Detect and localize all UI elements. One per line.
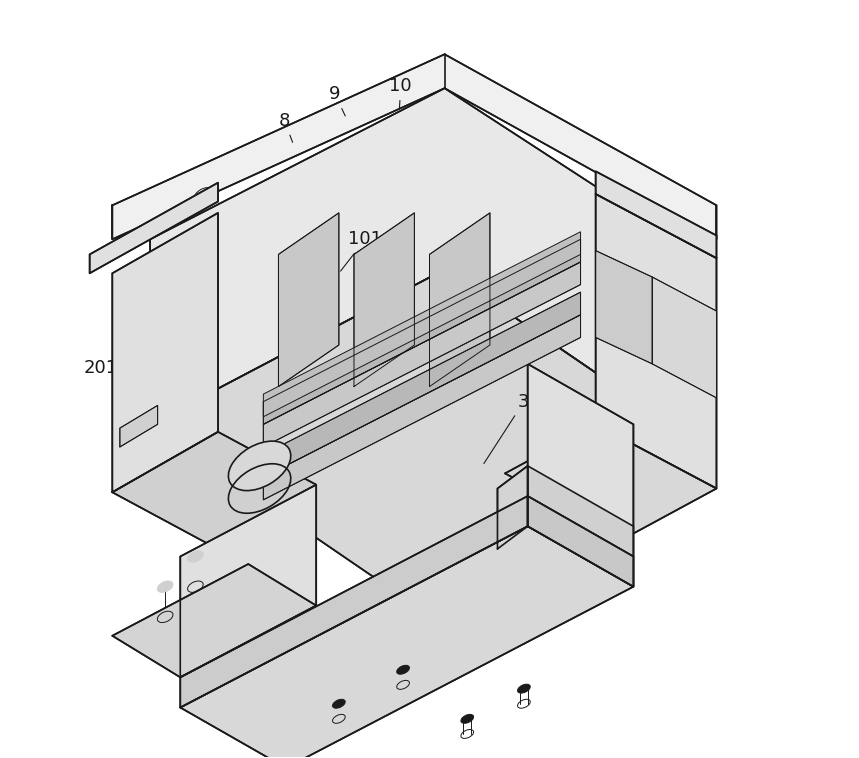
Text: 3: 3 (484, 393, 530, 464)
Ellipse shape (461, 714, 473, 723)
Text: 4: 4 (111, 433, 137, 453)
Polygon shape (264, 262, 581, 447)
Polygon shape (264, 240, 581, 424)
Polygon shape (527, 496, 633, 587)
Polygon shape (113, 432, 316, 545)
Polygon shape (505, 424, 716, 537)
Polygon shape (527, 466, 633, 556)
Polygon shape (354, 213, 414, 387)
Polygon shape (150, 270, 671, 579)
Polygon shape (264, 232, 581, 417)
Polygon shape (89, 183, 218, 274)
Polygon shape (180, 526, 633, 758)
Ellipse shape (157, 581, 173, 592)
Text: 9: 9 (329, 86, 345, 116)
Polygon shape (652, 277, 716, 398)
Text: 201: 201 (84, 346, 159, 377)
Polygon shape (264, 315, 581, 500)
Polygon shape (430, 213, 490, 387)
Text: 8: 8 (279, 111, 293, 143)
Polygon shape (180, 496, 527, 707)
Polygon shape (595, 251, 652, 364)
Polygon shape (278, 213, 338, 387)
Text: 7: 7 (686, 238, 705, 256)
Polygon shape (527, 364, 633, 587)
Polygon shape (113, 564, 316, 678)
Polygon shape (120, 406, 157, 447)
Ellipse shape (187, 551, 204, 562)
Polygon shape (497, 466, 527, 549)
Text: 5: 5 (651, 321, 680, 339)
Ellipse shape (397, 666, 410, 674)
Text: 6: 6 (640, 362, 666, 381)
Ellipse shape (228, 441, 291, 490)
Polygon shape (113, 55, 716, 240)
Polygon shape (150, 88, 671, 424)
Text: 101: 101 (340, 230, 382, 271)
Polygon shape (264, 292, 581, 478)
Polygon shape (595, 171, 716, 258)
Text: 10: 10 (389, 77, 412, 108)
Polygon shape (113, 213, 218, 492)
Polygon shape (180, 484, 316, 678)
Ellipse shape (332, 700, 345, 708)
Ellipse shape (517, 684, 530, 693)
Polygon shape (595, 194, 716, 488)
